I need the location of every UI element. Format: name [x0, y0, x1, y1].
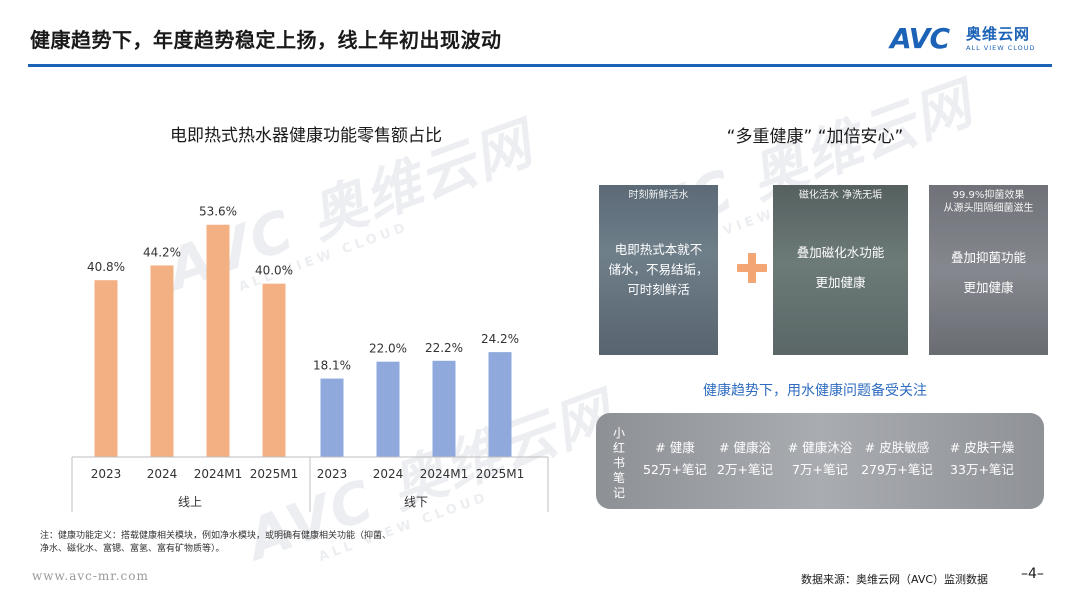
hashtag-item: # 健康浴 2万+笔记 — [700, 440, 790, 478]
hashtag: # 健康浴 — [719, 440, 771, 455]
x-tick-label: 2025M1 — [476, 467, 525, 481]
caption-line: 叠加抑菌功能 — [950, 250, 1026, 265]
x-tick-label: 2024M1 — [420, 467, 469, 481]
platform-char: 记 — [612, 486, 625, 500]
caption-line: 叠加磁化水功能 — [796, 245, 885, 260]
hashtag-item: # 皮肤敏感 279万+笔记 — [852, 440, 942, 478]
hashtag: # 皮肤敏感 — [864, 440, 930, 455]
note-count: 7万+笔记 — [792, 462, 848, 477]
data-source: 数据来源：奥维云网（AVC）监测数据 — [801, 573, 989, 586]
bar — [150, 265, 174, 457]
logo-mark: AVC — [890, 22, 950, 55]
bar — [432, 360, 456, 457]
group-label: 线上 — [178, 495, 202, 509]
website-url: www.avc-mr.com — [32, 569, 149, 583]
product-image-instant-hot: 时刻新鲜活水 电即热式本就不 储水，不易结垢， 可时刻鲜活 — [599, 185, 718, 355]
panel-header: 99.9%抑菌效果 从源头阻隔细菌滋生 — [943, 190, 1034, 214]
caption-line: 储水，不易结垢， — [608, 262, 709, 277]
panel-header: 磁化活水 净洗无垢 — [798, 190, 883, 201]
definition-note: 注：健康功能定义：搭载健康相关模块，例如净水模块，或明确有健康相关功能（抑菌、 … — [40, 530, 391, 556]
caption-line: 可时刻鲜活 — [627, 282, 690, 297]
data-label: 53.6% — [199, 205, 237, 219]
bar — [206, 224, 230, 457]
x-tick-label: 2024M1 — [194, 467, 243, 481]
hashtag: # 健康沐浴 — [787, 440, 853, 455]
data-label: 18.1% — [313, 359, 351, 373]
data-label: 44.2% — [143, 245, 181, 259]
right-section-title: “多重健康” “加倍安心” — [726, 127, 904, 147]
x-tick-label: 2024 — [147, 467, 178, 481]
platform-char: 红 — [612, 441, 625, 455]
note-count: 279万+笔记 — [861, 462, 933, 477]
caption-line: 电即热式本就不 — [614, 242, 703, 257]
logo-chinese-name: 奥维云网 — [966, 25, 1031, 43]
hashtag-item: # 健康沐浴 7万+笔记 — [775, 440, 865, 478]
panel-caption: 叠加磁化水功能 更加健康 — [773, 243, 908, 293]
bar — [488, 352, 512, 457]
panel-caption: 叠加抑菌功能 更加健康 — [929, 248, 1048, 298]
data-label: 24.2% — [481, 332, 519, 346]
data-label: 40.0% — [255, 264, 293, 278]
x-tick-label: 2023 — [317, 467, 348, 481]
x-tick-label: 2023 — [91, 467, 122, 481]
note-count: 52万+笔记 — [643, 462, 707, 477]
note-line: 注：健康功能定义：搭载健康相关模块，例如净水模块，或明确有健康相关功能（抑菌、 — [40, 531, 392, 541]
avc-logo: AVC 奥维云网 ALL VIEW CLOUD — [890, 24, 1055, 56]
hashtag: # 皮肤干燥 — [949, 440, 1015, 455]
header-divider — [28, 64, 1052, 67]
hashtag-item: # 健康 52万+笔记 — [630, 440, 720, 478]
trend-subheading: 健康趋势下，用水健康问题备受关注 — [703, 383, 927, 399]
bar — [94, 280, 118, 457]
platform-char: 笔 — [612, 471, 625, 485]
product-image-magnetized-water: 磁化活水 净洗无垢 叠加磁化水功能 更加健康 — [773, 185, 908, 355]
chart-title: 电即热式热水器健康功能零售额占比 — [170, 126, 442, 146]
plus-icon — [748, 253, 756, 283]
data-label: 40.8% — [87, 260, 125, 274]
data-label: 22.0% — [369, 342, 407, 356]
hashtag: # 健康 — [655, 440, 695, 455]
panel-caption: 电即热式本就不 储水，不易结垢， 可时刻鲜活 — [599, 240, 718, 300]
page-number: –4– — [1021, 566, 1044, 582]
note-line: 净水、磁化水、富锶、富氢、富有矿物质等）。 — [40, 544, 225, 554]
note-count: 2万+笔记 — [717, 462, 773, 477]
caption-line: 更加健康 — [963, 280, 1014, 295]
panel-header: 时刻新鲜活水 — [628, 190, 689, 201]
product-image-antibacterial: 99.9%抑菌效果 从源头阻隔细菌滋生 叠加抑菌功能 更加健康 — [929, 185, 1048, 355]
platform-label: 小 红 书 笔 记 — [611, 426, 627, 501]
xiaohongshu-notes-panel — [596, 413, 1044, 509]
data-label: 22.2% — [425, 341, 463, 355]
bar — [376, 361, 400, 457]
group-label: 线下 — [404, 495, 428, 509]
caption-line: 更加健康 — [815, 275, 866, 290]
bar — [320, 378, 344, 457]
x-tick-label: 2024 — [373, 467, 404, 481]
page-title: 健康趋势下，年度趋势稳定上扬，线上年初出现波动 — [30, 28, 502, 52]
hashtag-item: # 皮肤干燥 33万+笔记 — [937, 440, 1027, 478]
note-count: 33万+笔记 — [950, 462, 1014, 477]
x-tick-label: 2025M1 — [250, 467, 299, 481]
bar — [262, 283, 286, 457]
logo-english-name: ALL VIEW CLOUD — [966, 44, 1036, 52]
platform-char: 书 — [612, 456, 625, 470]
bar-chart: 40.8% 2023 44.2% 2024 53.6% 2024M1 40.0% 2025M1… — [71, 205, 549, 512]
platform-char: 小 — [612, 426, 625, 440]
